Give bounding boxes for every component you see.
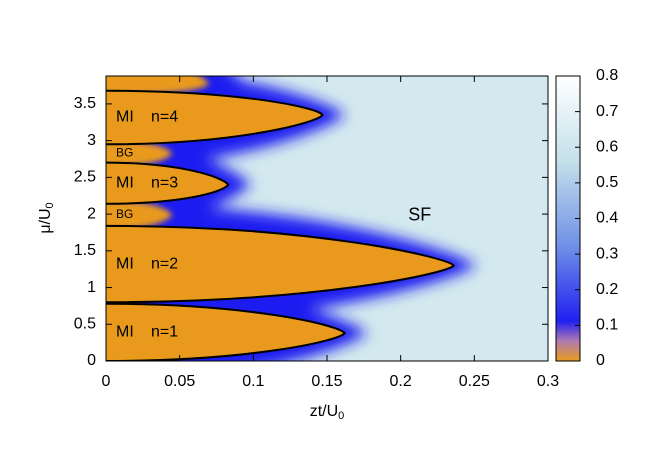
y-tick-label: 1	[87, 279, 96, 296]
lobe-n-label: n=4	[151, 109, 178, 126]
y-tick-label: 3	[87, 132, 96, 149]
mott-lobe	[106, 161, 230, 205]
x-tick-label: 0	[102, 373, 111, 390]
lobe-label: MI	[116, 324, 134, 341]
x-tick-label: 0.05	[164, 373, 195, 390]
colorbar-tick-label: 0.6	[596, 138, 618, 155]
lobe-n-label: n=3	[151, 174, 178, 191]
phase-label: SF	[408, 204, 431, 224]
colorbar-tick-label: 0.1	[596, 317, 618, 334]
y-tick-label: 1.5	[74, 242, 96, 259]
lobe-n-label: n=1	[151, 324, 178, 341]
x-tick-label: 0.25	[459, 373, 490, 390]
colorbar-tick-label: 0.2	[596, 281, 618, 298]
lobe-label: MI	[116, 174, 134, 191]
colorbar-tick-label: 0.3	[596, 245, 618, 262]
lobe-label: MI	[116, 109, 134, 126]
x-axis-label: zt/U0	[310, 403, 345, 422]
x-tick-label: 0.2	[390, 373, 412, 390]
lobe-n-label: n=2	[151, 255, 178, 272]
y-tick-label: 3.5	[74, 95, 96, 112]
colorbar-tick-label: 0	[596, 352, 605, 369]
colorbar-tick-label: 0.5	[596, 174, 618, 191]
x-tick-label: 0.3	[537, 373, 559, 390]
y-tick-label: 2	[87, 205, 96, 222]
colorbar-tick-label: 0.4	[596, 210, 618, 227]
y-tick-label: 0.5	[74, 315, 96, 332]
x-tick-label: 0.1	[242, 373, 264, 390]
colorbar-tick-label: 0.7	[596, 103, 618, 120]
y-axis-label: μ/U0	[37, 202, 56, 233]
glass-label: BG	[116, 146, 133, 160]
colorbar-tick-label: 0.8	[596, 67, 618, 84]
lobe-label: MI	[116, 255, 134, 272]
y-tick-label: 0	[87, 352, 96, 369]
y-tick-label: 2.5	[74, 169, 96, 186]
x-tick-label: 0.15	[311, 373, 342, 390]
mott-lobe	[106, 302, 346, 361]
mott-lobe	[106, 224, 455, 304]
glass-region	[106, 140, 173, 167]
mott-lobe	[106, 89, 324, 146]
insulator-glow	[106, 76, 210, 230]
glass-region	[106, 200, 173, 230]
glass-label: BG	[116, 207, 133, 221]
plot-area	[106, 76, 548, 361]
top-region	[106, 76, 210, 95]
